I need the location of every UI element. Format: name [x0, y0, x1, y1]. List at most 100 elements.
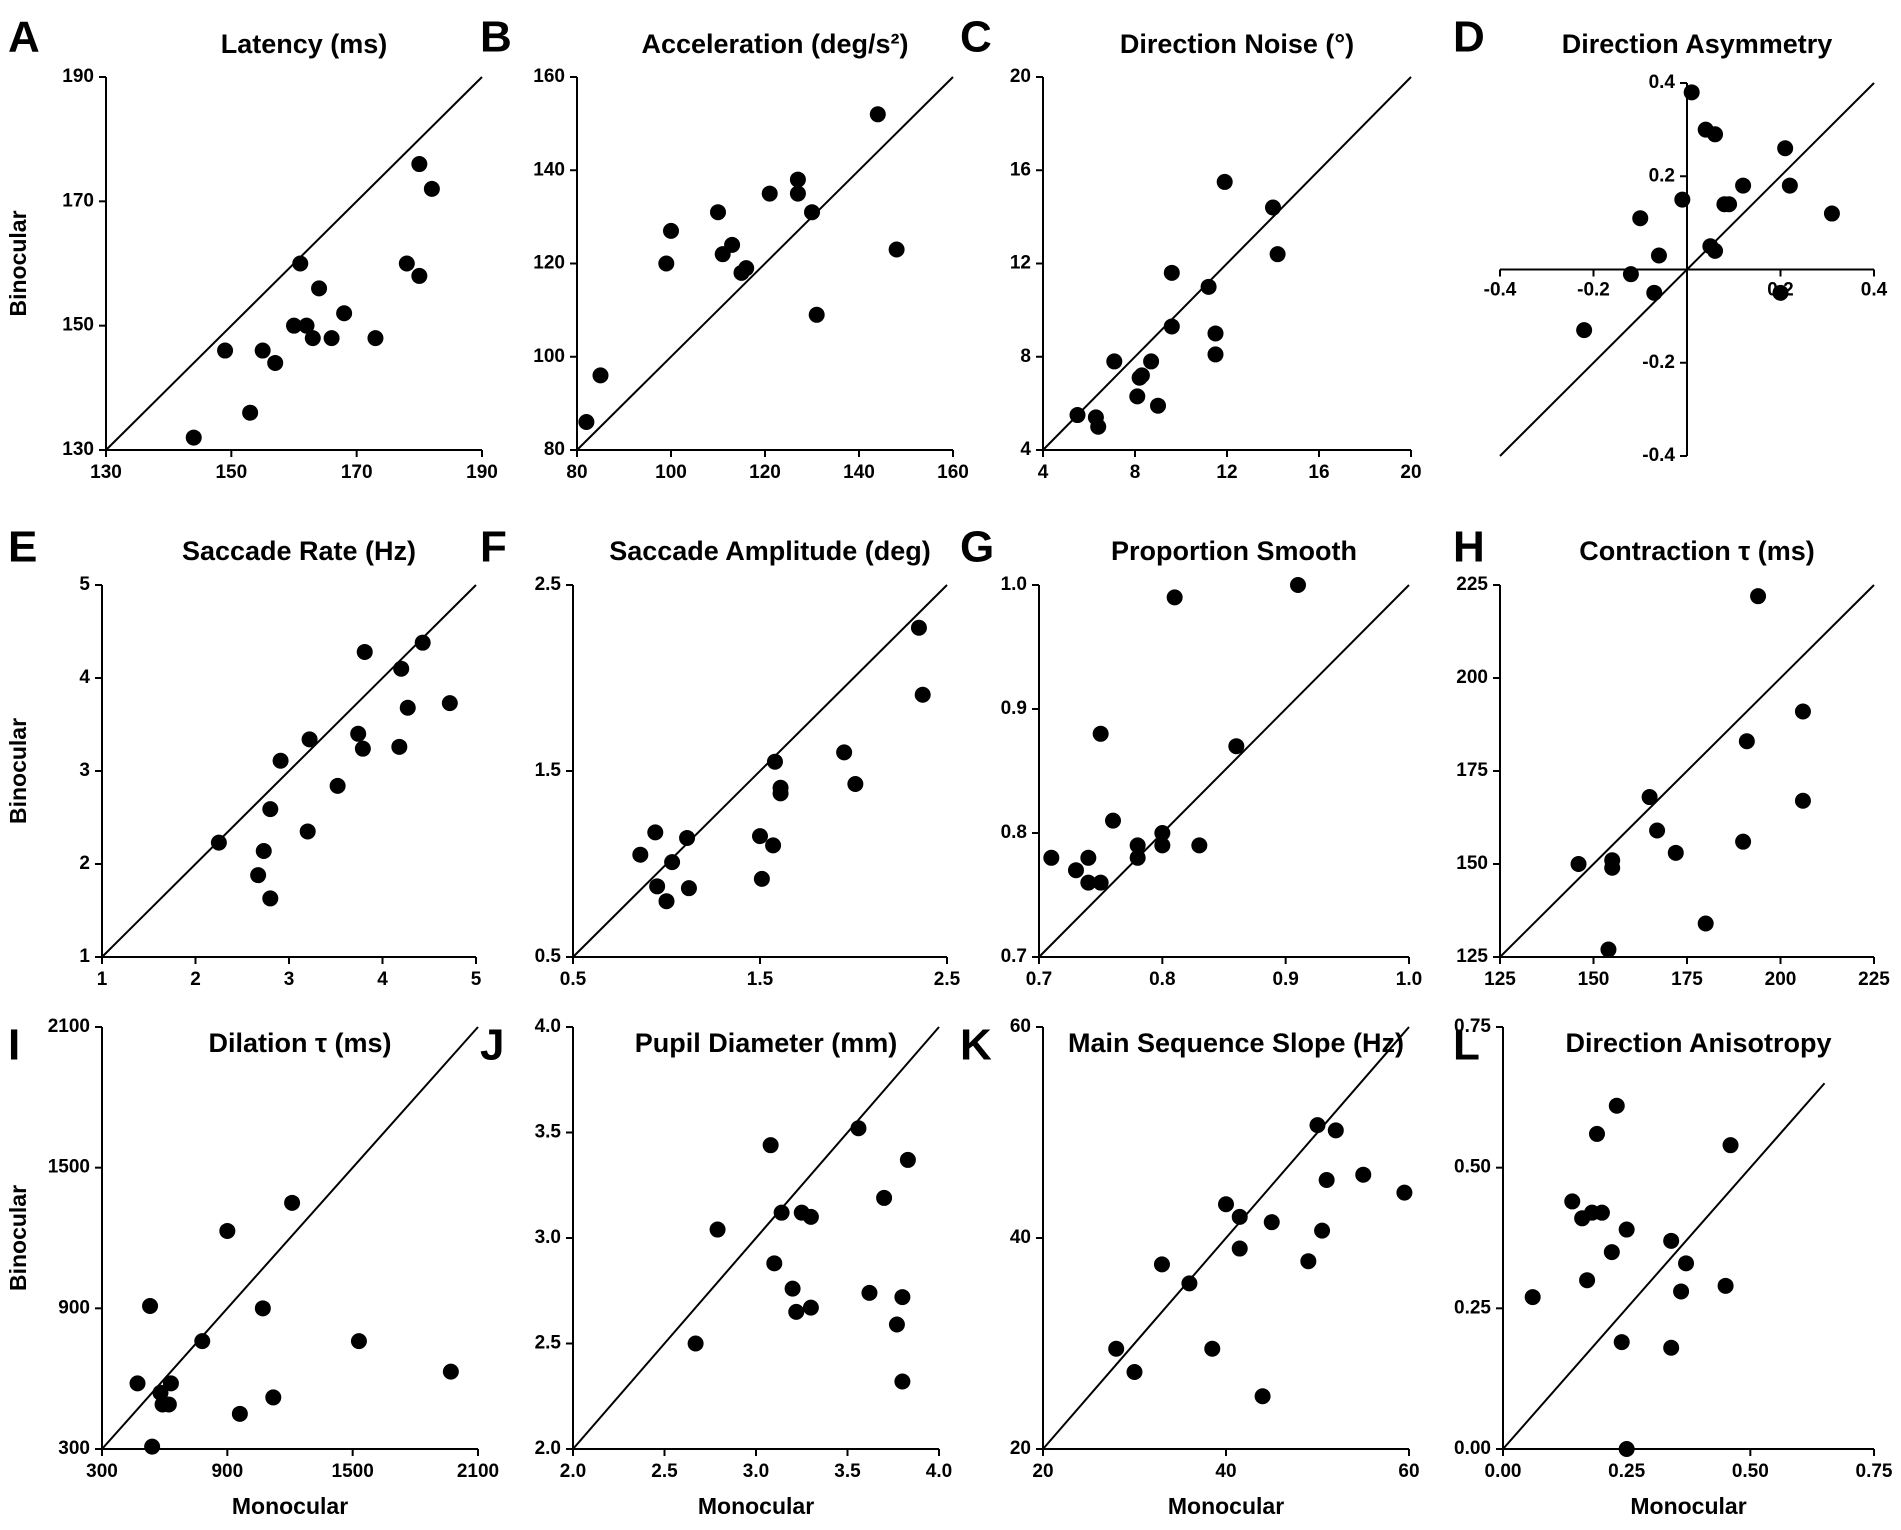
x-tick-label: 0.4 [1861, 280, 1888, 301]
data-point [1707, 126, 1724, 143]
panel-letter-b: B [480, 13, 512, 62]
data-point [1588, 1125, 1605, 1142]
panel-title-i: Dilation τ (ms) [208, 1028, 391, 1058]
y-tick-label: 2.5 [535, 574, 562, 595]
data-point [1092, 874, 1109, 891]
data-point [1794, 792, 1811, 809]
y-tick-label: 2 [79, 853, 90, 874]
data-point [311, 280, 328, 297]
data-point [217, 342, 234, 359]
data-point [1263, 1214, 1280, 1231]
panel-title-g: Proportion Smooth [1111, 536, 1357, 566]
y-tick-label: 100 [533, 346, 565, 367]
data-point [1228, 738, 1245, 755]
data-point [679, 829, 696, 846]
x-axis-label: Monocular [1630, 1493, 1746, 1519]
data-point [1722, 1137, 1739, 1154]
y-tick-label: 0.2 [1649, 165, 1675, 186]
data-point [391, 738, 408, 755]
data-point [1314, 1222, 1331, 1239]
y-tick-label: 8 [1020, 346, 1031, 367]
panel-title-a: Latency (ms) [221, 29, 388, 59]
data-point [1738, 733, 1755, 750]
x-axis-label: Monocular [232, 1493, 348, 1519]
data-point [1129, 849, 1146, 866]
data-point [1154, 825, 1171, 841]
y-axis-label: Binocular [5, 1185, 31, 1291]
data-point [1608, 1097, 1625, 1114]
data-point [765, 837, 782, 854]
data-point [1613, 1334, 1630, 1351]
data-point [1823, 205, 1840, 222]
panel-letter-c: C [960, 13, 992, 62]
identity-line [572, 584, 948, 958]
data-point [664, 854, 681, 871]
y-tick-label: 4 [1020, 439, 1031, 460]
data-point [1153, 1256, 1170, 1273]
data-point [888, 1316, 905, 1333]
data-point [356, 643, 373, 660]
data-point [1133, 367, 1150, 384]
data-point [808, 306, 825, 323]
panel-title-c: Direction Noise (°) [1120, 29, 1354, 59]
y-tick-label: 40 [1010, 1227, 1031, 1248]
x-tick-label: 1 [97, 969, 108, 990]
data-point [1632, 210, 1649, 227]
y-tick-label: 80 [544, 439, 565, 460]
data-point [1080, 874, 1097, 891]
data-point [393, 660, 410, 677]
y-tick-label: 2100 [48, 1016, 90, 1037]
y-tick-label: 4.0 [535, 1016, 561, 1037]
panel-l: L Direction Anisotropy 0.00 0.25 0.50 0.75 0.0… [1453, 1016, 1893, 1519]
x-tick-label: 80 [566, 462, 587, 483]
data-point [162, 1375, 179, 1392]
data-point [1181, 1275, 1198, 1292]
y-tick-label: 5 [79, 574, 90, 595]
panel-f: F Saccade Amplitude (deg) 0.5 1.5 2.5 0.5 1.5 2… [480, 523, 961, 990]
identity-line [101, 584, 477, 958]
y-tick-label: 0.25 [1454, 1297, 1491, 1318]
y-tick-label: 20 [1010, 1438, 1031, 1459]
x-tick-label: 60 [1398, 1461, 1419, 1482]
identity-line [1042, 1026, 1410, 1450]
data-point [398, 255, 415, 272]
data-point [888, 241, 905, 258]
x-tick-label: 225 [1858, 969, 1890, 990]
y-tick-label: 0.00 [1454, 1438, 1491, 1459]
y-tick-label: 225 [1456, 574, 1488, 595]
data-point [789, 185, 806, 202]
x-tick-label: 1500 [332, 1461, 374, 1482]
x-tick-label: 150 [1578, 969, 1610, 990]
data-point [894, 1373, 911, 1390]
x-tick-label: 12 [1216, 462, 1237, 483]
data-point [1068, 862, 1084, 879]
y-tick-label: 0.75 [1454, 1016, 1491, 1037]
data-point [292, 255, 309, 272]
y-tick-label: 1 [79, 946, 90, 967]
data-point [1092, 725, 1109, 742]
y-tick-label: 150 [1456, 853, 1488, 874]
data-point [1218, 1196, 1234, 1213]
x-tick-label: 20 [1032, 1461, 1053, 1482]
data-point [804, 204, 820, 221]
data-point [350, 725, 367, 742]
data-point [350, 1333, 367, 1350]
y-tick-label: 3.5 [535, 1122, 562, 1143]
data-point [1618, 1221, 1635, 1238]
panel-letter-k: K [960, 1021, 992, 1070]
y-tick-label: 125 [1456, 946, 1488, 967]
data-point [255, 842, 272, 859]
data-point [1781, 177, 1798, 194]
data-point [647, 824, 664, 841]
y-tick-label: 140 [533, 159, 565, 180]
y-tick-label: -0.4 [1642, 445, 1675, 466]
panel-g: G Proportion Smooth 0.7 0.8 0.9 1.0 0.7 0.8 0.9 1… [960, 523, 1422, 990]
data-point [1618, 1441, 1635, 1457]
data-point [1105, 812, 1121, 829]
panel-k: K Main Sequence Slope (Hz) 20 40 60 20 40 60 Mon… [960, 1016, 1420, 1519]
panel-j: J Pupil Diameter (mm) 2.0 2.5 3.0 3.5 4.0 2.0 2.… [480, 1016, 952, 1519]
panel-letter-f: F [480, 523, 507, 572]
data-point [194, 1333, 211, 1350]
data-point [766, 753, 783, 770]
